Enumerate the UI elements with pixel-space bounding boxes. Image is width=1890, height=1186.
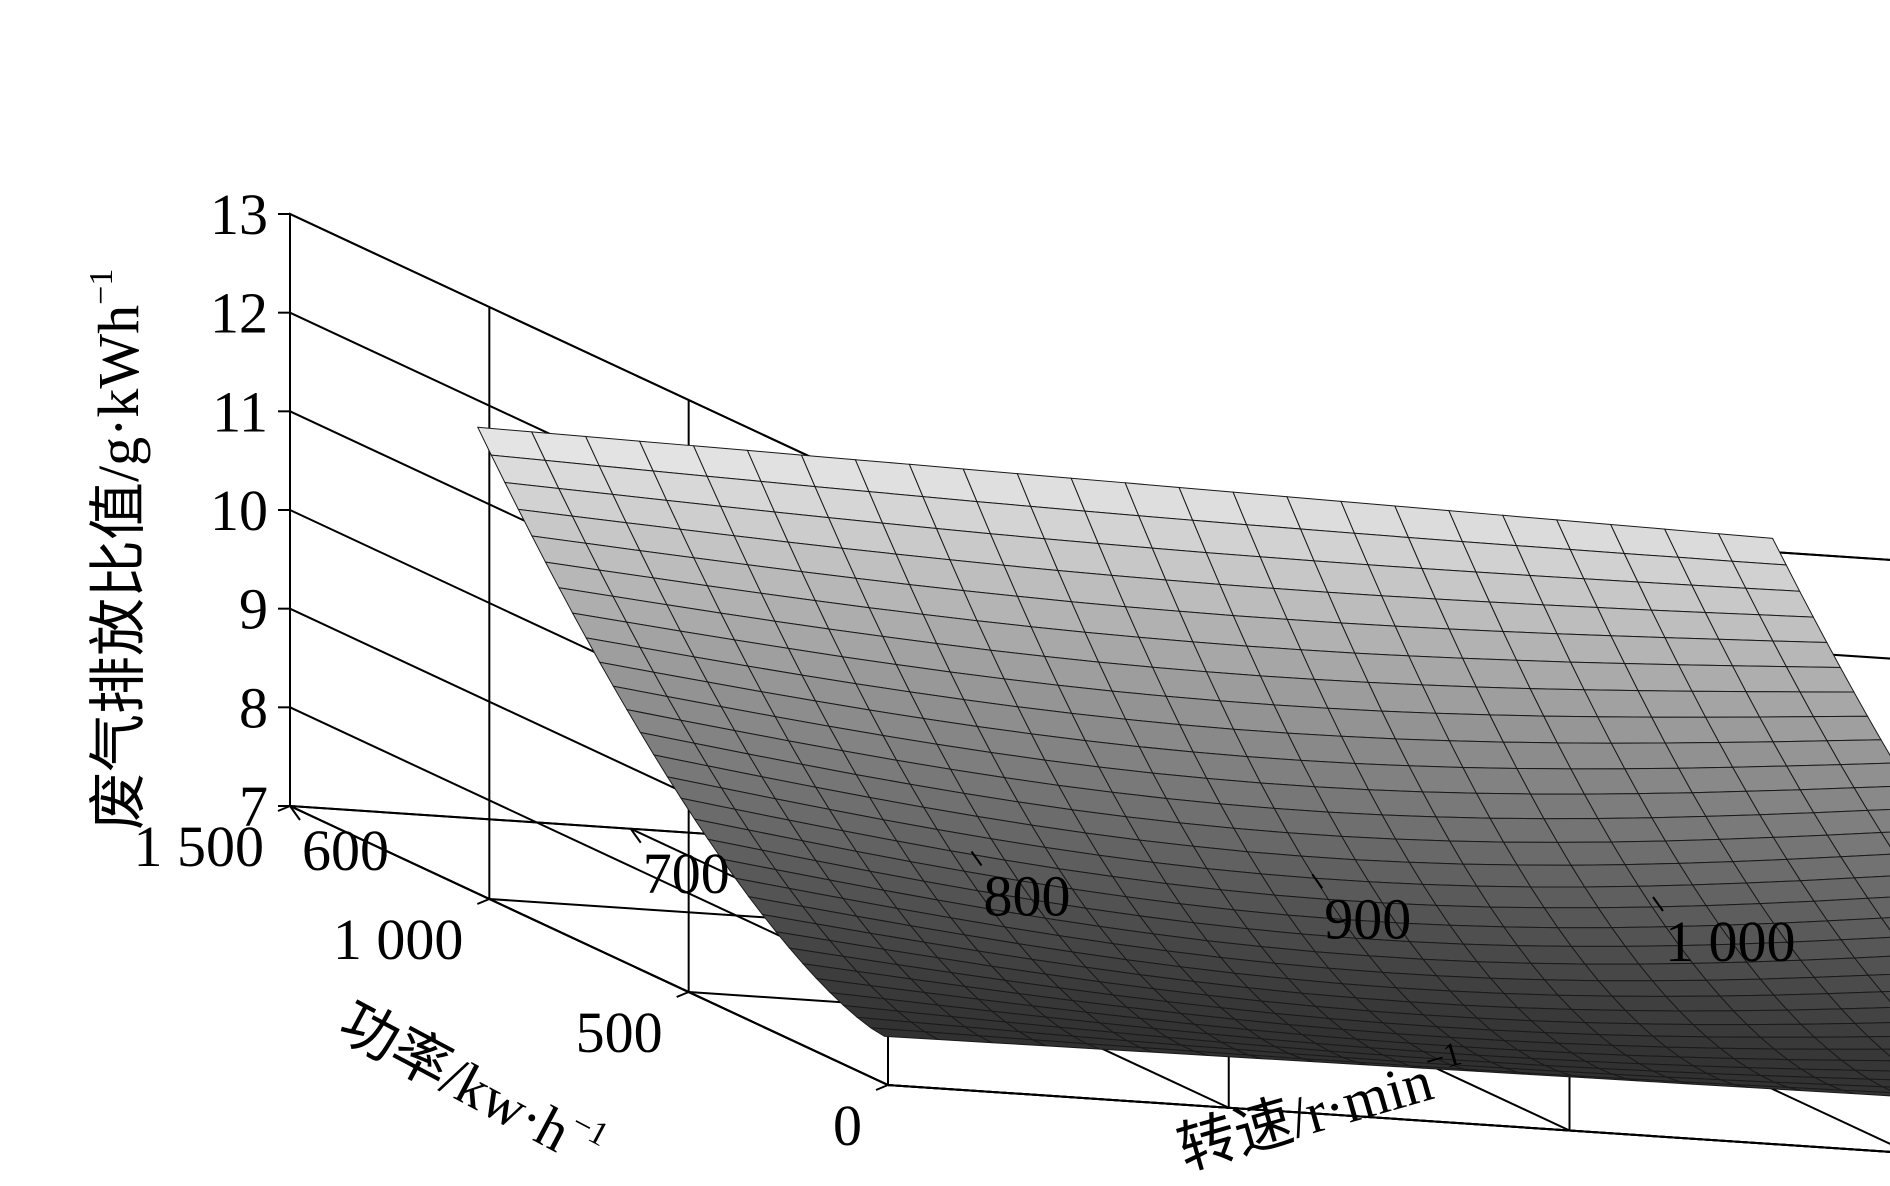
y-tick-label: 1 500: [134, 814, 265, 879]
z-axis-label-text: 废气排放比值/g·kWh: [86, 305, 151, 830]
y-tick-label: 500: [576, 1000, 663, 1065]
z-axis-label: 废气排放比值/g·kWh−1: [83, 269, 151, 830]
y-tick-label: 0: [833, 1093, 862, 1158]
z-tick-label: 9: [239, 577, 268, 642]
y-tick-label: 1 000: [333, 907, 464, 972]
x-tick-label: 600: [302, 818, 389, 883]
z-tick-label: 11: [212, 379, 268, 444]
y-tick-mark: [677, 992, 689, 997]
z-tick-label: 13: [210, 182, 268, 247]
x-tick-label: 900: [1324, 886, 1411, 951]
x-axis-label-text: 转速/r·min: [1171, 1048, 1440, 1181]
surface-mesh: [478, 427, 1890, 1113]
x-tick-label: 700: [643, 841, 730, 906]
y-axis-label-text: 功率/kw·h: [329, 989, 581, 1164]
x-tick-label: 1 000: [1665, 909, 1796, 974]
z-tick-label: 8: [239, 675, 268, 740]
z-axis-label-sup: −1: [83, 269, 120, 305]
y-tick-mark: [876, 1085, 888, 1090]
y-axis-label: 功率/kw·h−1: [329, 986, 615, 1181]
z-tick-label: 12: [210, 281, 268, 346]
x-tick-label: 800: [984, 864, 1071, 929]
y-tick-mark: [477, 899, 489, 904]
z-tick-label: 10: [210, 478, 268, 543]
